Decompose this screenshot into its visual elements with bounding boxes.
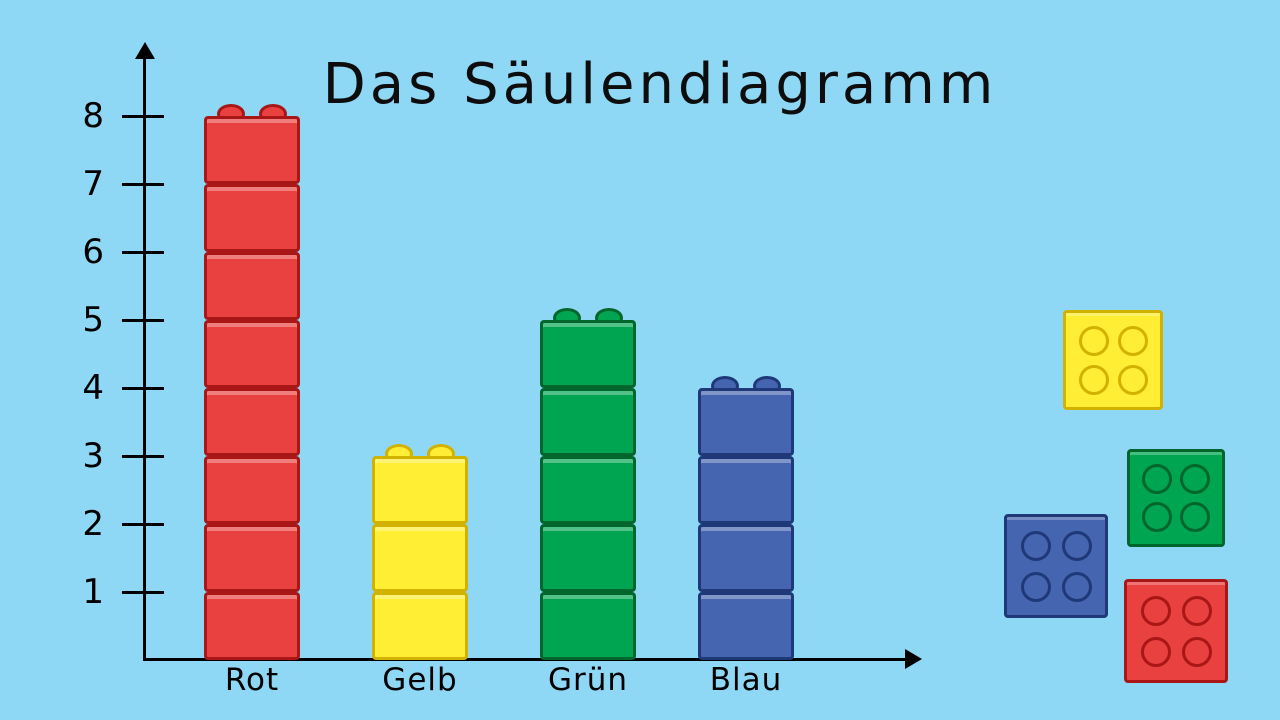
- brick-stud: [1117, 364, 1148, 395]
- y-tick-label: 5: [82, 300, 104, 340]
- y-tick: [122, 115, 164, 118]
- x-axis-arrow: [905, 649, 922, 669]
- loose-brick-green: [1127, 449, 1225, 547]
- brick-stud: [1020, 530, 1051, 561]
- red-brick: [204, 320, 300, 388]
- y-tick: [122, 455, 164, 458]
- blue-brick: [698, 592, 794, 660]
- bar-green: [540, 308, 636, 660]
- brick-stud: [1180, 464, 1210, 494]
- y-tick-label: 7: [82, 164, 104, 204]
- green-brick: [540, 592, 636, 660]
- red-brick: [204, 592, 300, 660]
- y-tick-label: 3: [82, 436, 104, 476]
- bar-red: [204, 104, 300, 660]
- loose-brick-blue: [1004, 514, 1108, 618]
- y-tick-label: 1: [82, 572, 104, 612]
- brick-stud: [1020, 571, 1051, 602]
- brick-stud: [1142, 464, 1172, 494]
- brick-stud: [1061, 530, 1092, 561]
- brick-stud: [1140, 595, 1171, 626]
- x-axis-label: Rot: [224, 662, 280, 698]
- loose-brick-red: [1124, 579, 1228, 683]
- blue-brick: [698, 388, 794, 456]
- chart-title: Das Säulendiagramm: [322, 52, 998, 117]
- yellow-brick: [372, 456, 468, 524]
- x-axis-label: Gelb: [382, 662, 458, 698]
- y-tick: [122, 591, 164, 594]
- green-brick: [540, 320, 636, 388]
- brick-stud: [1078, 325, 1109, 356]
- y-tick: [122, 523, 164, 526]
- x-axis-label: Blau: [709, 662, 783, 698]
- y-tick: [122, 183, 164, 186]
- y-tick-label: 4: [82, 368, 104, 408]
- blue-brick: [698, 524, 794, 592]
- green-brick: [540, 524, 636, 592]
- y-tick: [122, 251, 164, 254]
- yellow-brick: [372, 592, 468, 660]
- brick-stud: [1078, 364, 1109, 395]
- red-brick: [204, 184, 300, 252]
- brick-stud: [1180, 502, 1210, 532]
- x-axis-line: [143, 658, 909, 661]
- brick-stud: [1181, 595, 1212, 626]
- red-brick: [204, 456, 300, 524]
- y-tick: [122, 319, 164, 322]
- x-axis-label: Grün: [547, 662, 629, 698]
- red-brick: [204, 524, 300, 592]
- y-axis-line: [143, 58, 146, 661]
- y-tick-label: 6: [82, 232, 104, 272]
- brick-stud: [1117, 325, 1148, 356]
- red-brick: [204, 116, 300, 184]
- green-brick: [540, 388, 636, 456]
- blue-brick: [698, 456, 794, 524]
- brick-stud: [1140, 636, 1171, 667]
- y-tick-label: 2: [82, 504, 104, 544]
- y-tick: [122, 387, 164, 390]
- loose-brick-yellow: [1063, 310, 1163, 410]
- bar-blue: [698, 376, 794, 660]
- y-axis-arrow: [135, 42, 155, 59]
- brick-stud: [1181, 636, 1212, 667]
- green-brick: [540, 456, 636, 524]
- brick-stud: [1142, 502, 1172, 532]
- yellow-brick: [372, 524, 468, 592]
- red-brick: [204, 252, 300, 320]
- bar-yellow: [372, 444, 468, 660]
- y-tick-label: 8: [82, 96, 104, 136]
- brick-stud: [1061, 571, 1092, 602]
- red-brick: [204, 388, 300, 456]
